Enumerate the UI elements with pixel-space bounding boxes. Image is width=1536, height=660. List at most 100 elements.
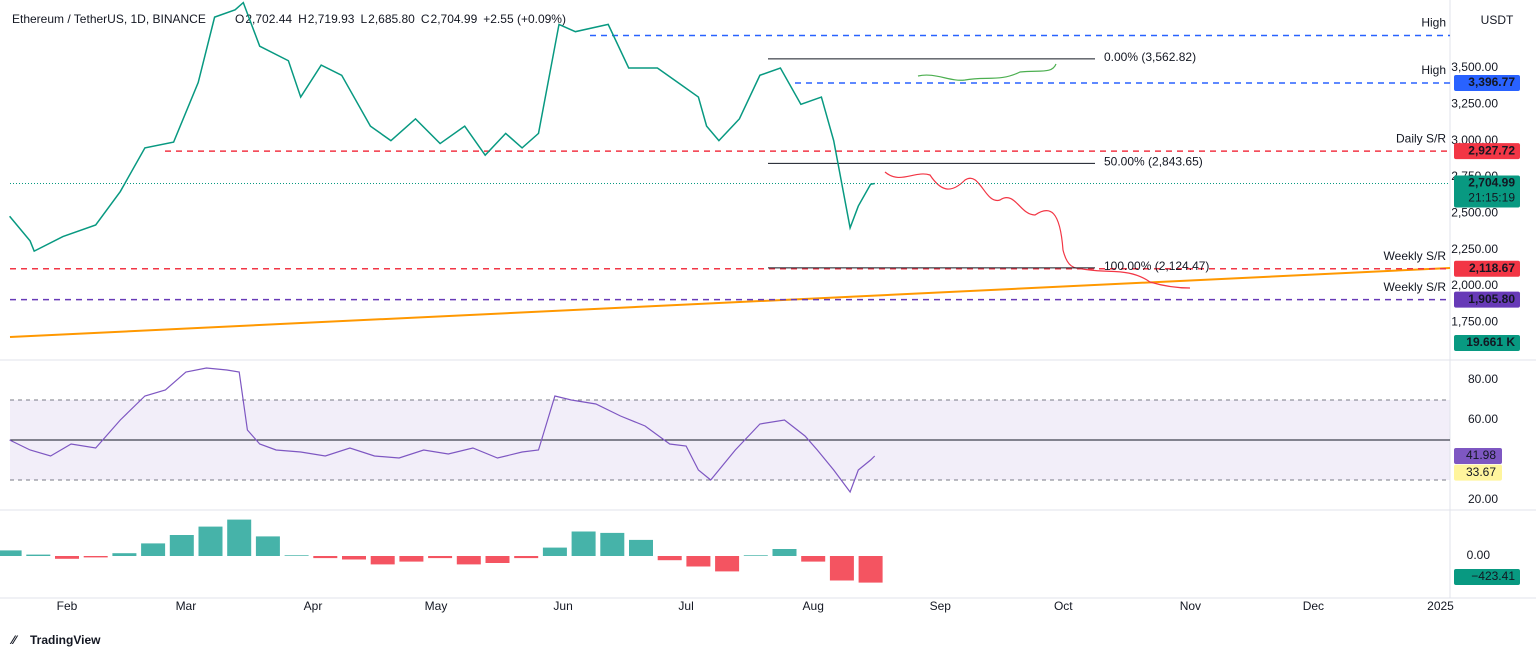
macd-bar	[571, 531, 596, 556]
macd-tag-bg	[1454, 569, 1520, 585]
rsi-tag-bg	[1454, 448, 1502, 465]
time-tick-label: Mar	[176, 599, 197, 613]
macd-bar	[485, 556, 510, 563]
level-price-bg	[1454, 75, 1520, 92]
price-tick-label: 2,250.00	[1451, 242, 1498, 256]
rsi-value: 41.98	[1466, 448, 1496, 462]
macd-value: −423.41	[1471, 569, 1515, 583]
macd-bar	[743, 555, 768, 556]
level-name: Weekly S/R	[1384, 249, 1447, 263]
rsi-line	[9, 367, 876, 494]
time-tick-label: Jul	[678, 599, 693, 613]
macd-bar	[542, 547, 567, 556]
ohlc-value: 2,685.80	[368, 12, 415, 26]
macd-bar	[772, 549, 797, 556]
rsi-tick-label: 20.00	[1468, 492, 1498, 506]
price-tick-label: 2,000.00	[1451, 278, 1498, 292]
level-name: High	[1421, 16, 1446, 30]
macd-bar	[456, 556, 481, 565]
macd-bar	[169, 535, 194, 556]
price-line	[9, 1, 875, 253]
legend: Ethereum / TetherUS, 1D, BINANCE	[12, 12, 206, 26]
ohlc-value: 2,719.93	[308, 12, 355, 26]
time-tick-label: Jun	[553, 599, 572, 613]
countdown: 21:15:19	[1468, 191, 1515, 205]
macd-bar	[428, 556, 453, 559]
level-name: Weekly S/R	[1384, 280, 1447, 294]
change: +2.55 (+0.09%)	[483, 12, 566, 26]
macd-bar	[284, 555, 309, 556]
ohlc-value: 2,702.44	[245, 12, 292, 26]
macd-bar	[112, 553, 137, 556]
time-tick-label: May	[425, 599, 448, 613]
time-tick-label: 2025	[1427, 599, 1454, 613]
macd-bar	[0, 550, 22, 556]
macd-bar	[829, 556, 854, 581]
currency-button[interactable]: USDT	[1481, 13, 1514, 27]
macd-bar	[55, 556, 79, 559]
volume-tag-bg	[1454, 335, 1520, 351]
fib-label: 100.00% (2,124.47)	[1104, 259, 1209, 273]
macd-zero-label: 0.00	[1467, 548, 1491, 562]
last-price: 2,704.99	[1468, 176, 1515, 190]
macd-bar	[370, 556, 395, 565]
time-tick-label: Feb	[57, 599, 78, 613]
level-price-bg	[1454, 260, 1520, 277]
macd-bar	[141, 543, 166, 556]
price-tick-label: 3,500.00	[1451, 60, 1498, 74]
time-tick-label: Sep	[930, 599, 952, 613]
volume-label: 19.661 K	[1466, 335, 1515, 349]
level-price-bg	[1454, 143, 1520, 160]
price-tick-label: 2,500.00	[1451, 206, 1498, 220]
fib-label: 0.00% (3,562.82)	[1104, 50, 1196, 64]
rsi-tick-label: 80.00	[1468, 372, 1498, 386]
time-tick-label: Nov	[1180, 599, 1201, 613]
macd-bar	[399, 556, 424, 562]
trend-line	[9, 267, 1451, 338]
macd-bar	[629, 539, 653, 556]
symbol: Ethereum / TetherUS, 1D, BINANCE	[12, 12, 206, 26]
brand-logo: ⁄⁄	[9, 633, 19, 647]
brand: TradingView	[30, 633, 101, 647]
macd-bar	[26, 554, 51, 556]
last-price-bg	[1454, 175, 1520, 208]
macd-bar	[686, 556, 711, 567]
ohlc-value: 2,704.99	[431, 12, 478, 26]
macd-bar	[600, 532, 625, 556]
macd-bar	[313, 556, 338, 559]
forecast-path	[884, 171, 1191, 289]
macd-bar	[227, 519, 252, 556]
macd-bar	[342, 556, 366, 560]
macd-bar	[657, 556, 682, 561]
rsi-tick-label: 60.00	[1468, 412, 1498, 426]
rsi-ma-tag-bg	[1454, 464, 1502, 481]
macd-bar	[198, 526, 223, 556]
price-tick-label: 1,750.00	[1451, 314, 1498, 328]
rsi-ma-value: 33.67	[1466, 465, 1496, 479]
macd-bar	[255, 536, 280, 556]
macd-bar	[514, 556, 539, 559]
time-tick-label: Oct	[1054, 599, 1073, 613]
level-price: 2,118.67	[1469, 261, 1515, 275]
green-annotation	[917, 63, 1057, 81]
level-price: 1,905.80	[1468, 292, 1515, 306]
macd-bar	[715, 556, 740, 572]
ohlc-label: L	[360, 12, 367, 26]
level-price: 2,927.72	[1468, 143, 1515, 157]
ohlc-label: C	[421, 12, 430, 26]
fib-label: 50.00% (2,843.65)	[1104, 155, 1203, 169]
macd-bar	[83, 556, 108, 558]
level-price: 3,396.77	[1468, 75, 1515, 89]
macd-bar	[858, 556, 883, 583]
time-tick-label: Dec	[1303, 599, 1324, 613]
ohlc-label: O	[235, 12, 244, 26]
macd-bar	[801, 556, 826, 562]
time-tick-label: Aug	[803, 599, 824, 613]
price-tick-label: 3,250.00	[1451, 97, 1498, 111]
level-name: High	[1421, 63, 1446, 77]
level-name: Daily S/R	[1396, 131, 1446, 145]
ohlc-label: H	[298, 12, 307, 26]
level-price-bg	[1454, 291, 1520, 308]
time-tick-label: Apr	[304, 599, 323, 613]
